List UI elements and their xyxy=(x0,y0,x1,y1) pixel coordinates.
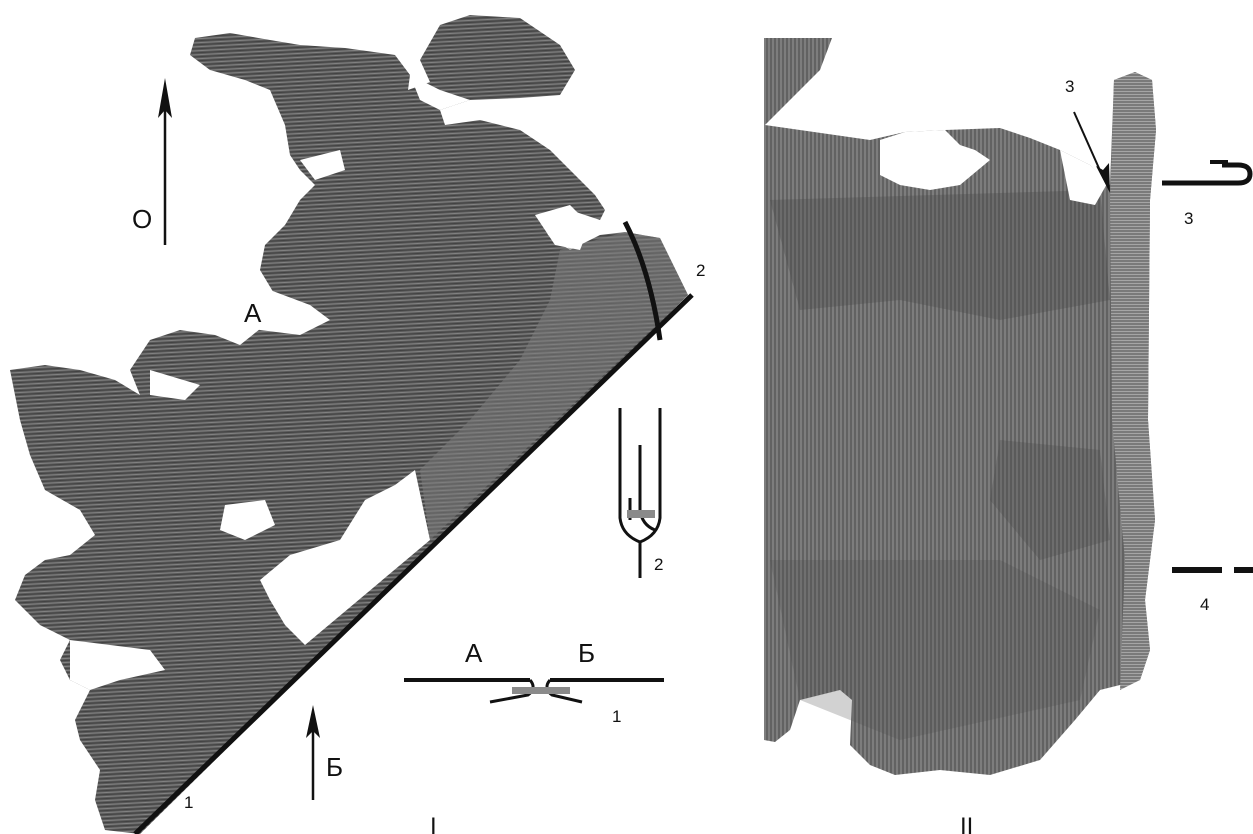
hemmed-edge-strip xyxy=(1110,72,1156,690)
north-arrow-icon xyxy=(158,78,172,245)
fabric-hole xyxy=(1060,150,1108,205)
edge-3-label: 3 xyxy=(1065,77,1074,96)
side-b-label: Б xyxy=(326,752,343,782)
panel-i-roman: I xyxy=(430,813,437,834)
textile-light-patch xyxy=(420,232,688,540)
fabric-hole xyxy=(880,130,990,190)
panel-i: О А Б 1 2 2 А Б 1 I xyxy=(10,15,705,834)
seam-section-horizontal-icon xyxy=(404,678,664,704)
textile-shadow xyxy=(990,440,1110,560)
north-label: О xyxy=(132,204,152,234)
seam-line-1 xyxy=(133,293,694,834)
seam-line-2 xyxy=(622,220,663,341)
fabric-hole xyxy=(260,470,430,645)
fabric-hole xyxy=(535,205,590,250)
textile-fragment-photo xyxy=(10,15,688,834)
inset-4-number: 4 xyxy=(1200,595,1209,614)
fabric-hole xyxy=(410,75,470,110)
seam-2-label: 2 xyxy=(696,261,705,280)
inset-1-number: 1 xyxy=(612,707,621,726)
fabric-hole xyxy=(150,370,200,400)
panel-ii: 3 3 4 II xyxy=(764,38,1253,834)
panel-ii-roman: II xyxy=(960,813,973,834)
inset-3-number: 3 xyxy=(1184,209,1193,228)
fabric-hole xyxy=(70,640,165,690)
side-a-label: А xyxy=(244,298,262,328)
textile-shadow xyxy=(770,560,1100,740)
seam-section-vertical-icon xyxy=(618,408,662,578)
inset-1-right-label: Б xyxy=(578,638,595,668)
fabric-hole xyxy=(300,150,345,180)
seam-1-label: 1 xyxy=(184,793,193,812)
edge-arrow-icon xyxy=(1073,111,1110,193)
side-b-arrow-icon xyxy=(306,705,320,800)
inset-1-left-label: А xyxy=(465,638,483,668)
fabric-hole xyxy=(215,290,330,335)
inset-2-number: 2 xyxy=(654,555,663,574)
textile-fragment-photo xyxy=(764,38,1156,775)
fabric-hole xyxy=(220,500,275,540)
textile-shadow xyxy=(770,190,1110,320)
hemmed-edge-section-icon xyxy=(1162,160,1253,186)
